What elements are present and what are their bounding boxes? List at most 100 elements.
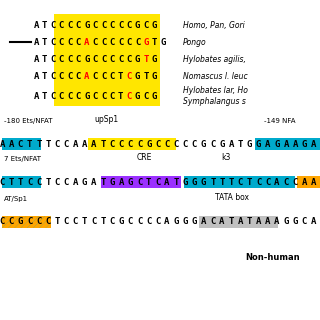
Polygon shape	[0, 138, 6, 150]
Text: G: G	[160, 37, 166, 46]
Text: G: G	[201, 140, 206, 148]
Text: C: C	[137, 140, 142, 148]
Text: T: T	[54, 218, 60, 227]
Text: T: T	[82, 218, 87, 227]
Text: C: C	[67, 54, 73, 63]
Text: C: C	[109, 20, 115, 29]
Text: A: A	[33, 71, 39, 81]
Text: C: C	[36, 218, 42, 227]
Text: A: A	[82, 140, 87, 148]
Text: C: C	[92, 71, 98, 81]
Bar	[2, 138, 41, 150]
Text: A: A	[311, 140, 316, 148]
Text: A: A	[91, 178, 97, 187]
Text: A: A	[9, 140, 14, 148]
Polygon shape	[27, 216, 45, 228]
Text: Hylobates lar, Ho
Symphalangus s: Hylobates lar, Ho Symphalangus s	[183, 86, 248, 106]
Text: T: T	[146, 178, 151, 187]
Text: G: G	[18, 218, 23, 227]
Text: A: A	[84, 71, 90, 81]
Text: T: T	[118, 71, 123, 81]
Text: C: C	[128, 218, 133, 227]
Polygon shape	[39, 216, 58, 228]
Text: C: C	[27, 218, 32, 227]
Text: C: C	[76, 92, 81, 100]
Text: G: G	[152, 92, 157, 100]
Text: Hylobates agilis,: Hylobates agilis,	[183, 54, 245, 63]
Text: C: C	[128, 140, 133, 148]
Text: T: T	[210, 178, 215, 187]
Text: Pongo: Pongo	[183, 37, 206, 46]
Text: C: C	[101, 54, 107, 63]
Polygon shape	[8, 216, 27, 228]
Text: C: C	[92, 37, 98, 46]
Text: T: T	[42, 37, 47, 46]
Text: G: G	[135, 71, 140, 81]
Text: 7 Ets/NFAT: 7 Ets/NFAT	[4, 156, 41, 162]
Text: C: C	[118, 54, 123, 63]
Text: G: G	[109, 178, 115, 187]
Polygon shape	[0, 216, 14, 228]
Text: C: C	[64, 140, 69, 148]
Text: T: T	[247, 218, 252, 227]
Polygon shape	[2, 216, 20, 228]
Text: T: T	[18, 178, 23, 187]
Text: C: C	[118, 37, 123, 46]
Text: G: G	[284, 218, 289, 227]
Text: G: G	[247, 140, 252, 148]
Polygon shape	[24, 138, 41, 150]
Bar	[101, 176, 181, 188]
Text: T: T	[42, 54, 47, 63]
Text: C: C	[76, 71, 81, 81]
Polygon shape	[34, 138, 51, 150]
Text: G: G	[135, 92, 140, 100]
Text: C: C	[101, 20, 107, 29]
Bar	[2, 216, 51, 228]
Text: C: C	[101, 37, 107, 46]
Text: C: C	[18, 140, 23, 148]
Text: T: T	[228, 178, 234, 187]
Text: G: G	[292, 218, 298, 227]
Text: A: A	[265, 140, 270, 148]
Text: Homo, Pan, Gori: Homo, Pan, Gori	[183, 20, 244, 29]
Text: Non-human: Non-human	[245, 253, 300, 262]
Polygon shape	[54, 106, 176, 127]
Bar	[88, 138, 176, 150]
Bar	[54, 14, 160, 106]
Text: C: C	[155, 218, 161, 227]
Text: C: C	[109, 218, 115, 227]
Text: A: A	[119, 178, 124, 187]
Text: G: G	[84, 20, 90, 29]
Text: G: G	[183, 178, 188, 187]
Text: C: C	[45, 218, 51, 227]
Text: G: G	[146, 140, 151, 148]
Text: C: C	[192, 140, 197, 148]
Text: T: T	[152, 37, 157, 46]
Text: C: C	[155, 178, 161, 187]
Text: C: C	[238, 178, 243, 187]
Polygon shape	[21, 216, 39, 228]
Text: -180 Ets/NFAT: -180 Ets/NFAT	[4, 118, 52, 124]
Text: C: C	[101, 71, 107, 81]
Text: T: T	[42, 92, 47, 100]
Polygon shape	[0, 176, 12, 188]
Bar	[2, 176, 41, 188]
Text: C: C	[126, 54, 132, 63]
Text: T: T	[36, 140, 42, 148]
Text: -149 NFA: -149 NFA	[264, 118, 295, 124]
Text: C: C	[73, 218, 78, 227]
Text: C: C	[143, 92, 149, 100]
Polygon shape	[14, 216, 33, 228]
Text: C: C	[126, 92, 132, 100]
Polygon shape	[29, 138, 46, 150]
Text: A: A	[238, 218, 243, 227]
Text: A: A	[219, 218, 225, 227]
Text: C: C	[0, 178, 5, 187]
Text: G: G	[302, 140, 307, 148]
Polygon shape	[10, 138, 27, 150]
Text: C: C	[67, 71, 73, 81]
Text: G: G	[143, 37, 149, 46]
Text: C: C	[50, 20, 56, 29]
Text: C: C	[92, 92, 98, 100]
Text: C: C	[50, 92, 56, 100]
